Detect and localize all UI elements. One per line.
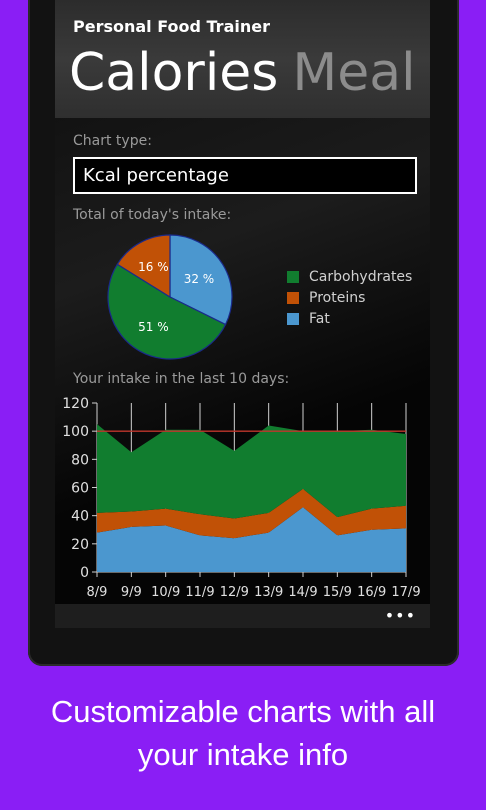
chart-type-label: Chart type: [73, 133, 152, 149]
pie-slice-label: 32 % [184, 272, 215, 286]
caption-line-2: your intake info [137, 737, 349, 772]
x-tick-label: 9/9 [121, 585, 142, 600]
legend-item-carbohydrates: Carbohydrates [287, 266, 412, 287]
legend-swatch [287, 270, 299, 283]
x-tick-label: 13/9 [254, 585, 283, 600]
pivot-item-calories[interactable]: Calories [69, 43, 279, 103]
pie-slice-carbohydrates [107, 263, 227, 360]
legend-label: Fat [309, 310, 330, 327]
y-tick-label: 20 [71, 537, 89, 553]
caption-line-1: Customizable charts with all [50, 694, 436, 729]
y-tick-label: 100 [62, 424, 89, 440]
legend-label: Proteins [309, 289, 366, 306]
x-tick-label: 12/9 [220, 585, 249, 600]
pie-slice-label: 51 % [138, 320, 169, 334]
y-tick-label: 0 [80, 565, 89, 581]
y-tick-label: 60 [71, 481, 89, 497]
x-tick-label: 16/9 [357, 585, 386, 600]
legend-swatch [287, 312, 299, 325]
area-series-carbohydrates [97, 424, 406, 519]
area-series-fat [97, 507, 406, 572]
x-tick-label: 15/9 [323, 585, 352, 600]
x-tick-label: 10/9 [151, 585, 180, 600]
legend-label: Carbohydrates [309, 268, 413, 285]
app-bar: ••• [55, 604, 430, 628]
intake-history-chart: 0 20 40 60 80 100 120 8/9 9/9 10/9 11/9 12/9 13/9 14/… [62, 396, 420, 600]
app-title: Personal Food Trainer [73, 17, 270, 36]
x-tick-label: 14/9 [288, 585, 317, 600]
history-chart-label: Your intake in the last 10 days: [73, 371, 290, 387]
pie-slice-label: 16 % [138, 260, 169, 274]
pie-slice-proteins [116, 234, 171, 299]
y-tick-label: 40 [71, 509, 89, 525]
chart-type-select[interactable]: Kcal percentage [73, 157, 417, 194]
y-tick-label: 80 [71, 452, 89, 468]
pivot-item-meal-history[interactable]: Meal h [292, 43, 430, 103]
pie-chart-label: Total of today's intake: [73, 207, 232, 223]
x-tick-label: 17/9 [391, 585, 420, 600]
x-tick-label: 11/9 [185, 585, 214, 600]
area-series-proteins [97, 488, 406, 539]
more-options-button[interactable]: ••• [384, 606, 416, 625]
legend-swatch [287, 291, 299, 304]
promo-caption: Customizable charts with all your intake… [0, 690, 486, 776]
x-tick-label: 8/9 [87, 585, 108, 600]
pie-slice-fat [169, 234, 233, 326]
intake-pie-chart: 32 % 51 % 16 % [107, 234, 233, 360]
y-tick-label: 120 [62, 396, 89, 412]
pie-legend: Carbohydrates Proteins Fat [287, 266, 412, 329]
legend-item-fat: Fat [287, 308, 412, 329]
legend-item-proteins: Proteins [287, 287, 412, 308]
